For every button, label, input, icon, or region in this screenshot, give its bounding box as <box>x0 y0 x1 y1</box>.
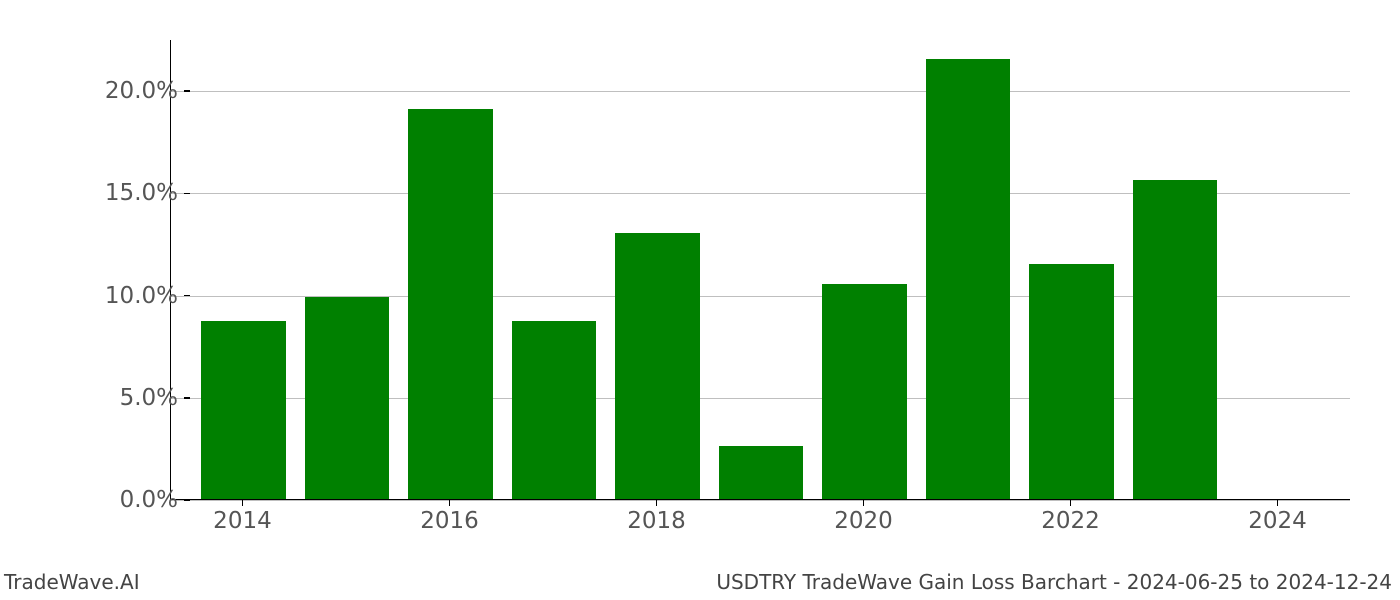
ytick-label: 10.0% <box>105 283 178 309</box>
ytick-mark <box>184 295 190 297</box>
bar-2019 <box>719 446 804 499</box>
chart-container: 0.0%5.0%10.0%15.0%20.0%20142016201820202… <box>170 40 1370 530</box>
xtick-label: 2020 <box>834 508 893 534</box>
xtick-label: 2014 <box>213 508 272 534</box>
ytick-mark <box>184 499 190 501</box>
ytick-mark <box>184 397 190 399</box>
ytick-mark <box>184 90 190 92</box>
xtick-label: 2016 <box>420 508 479 534</box>
gridline <box>171 500 1350 501</box>
xtick-mark <box>1070 500 1072 506</box>
footer-caption: USDTRY TradeWave Gain Loss Barchart - 20… <box>716 570 1392 594</box>
gridline <box>171 91 1350 92</box>
bar-2023 <box>1133 180 1218 499</box>
bar-2021 <box>926 59 1011 499</box>
xtick-label: 2022 <box>1041 508 1100 534</box>
bar-2017 <box>512 321 597 499</box>
bar-2014 <box>201 321 286 499</box>
bar-2016 <box>408 109 493 499</box>
plot-area <box>170 40 1350 500</box>
bar-2015 <box>305 297 390 499</box>
xtick-label: 2024 <box>1248 508 1307 534</box>
xtick-mark <box>449 500 451 506</box>
ytick-label: 0.0% <box>120 487 178 513</box>
ytick-label: 20.0% <box>105 78 178 104</box>
footer-brand: TradeWave.AI <box>4 570 140 594</box>
ytick-mark <box>184 193 190 195</box>
bar-2020 <box>822 284 907 499</box>
bar-2022 <box>1029 264 1114 499</box>
ytick-label: 15.0% <box>105 180 178 206</box>
xtick-mark <box>656 500 658 506</box>
bar-2018 <box>615 233 700 499</box>
xtick-mark <box>1277 500 1279 506</box>
xtick-label: 2018 <box>627 508 686 534</box>
xtick-mark <box>863 500 865 506</box>
ytick-label: 5.0% <box>120 385 178 411</box>
xtick-mark <box>242 500 244 506</box>
